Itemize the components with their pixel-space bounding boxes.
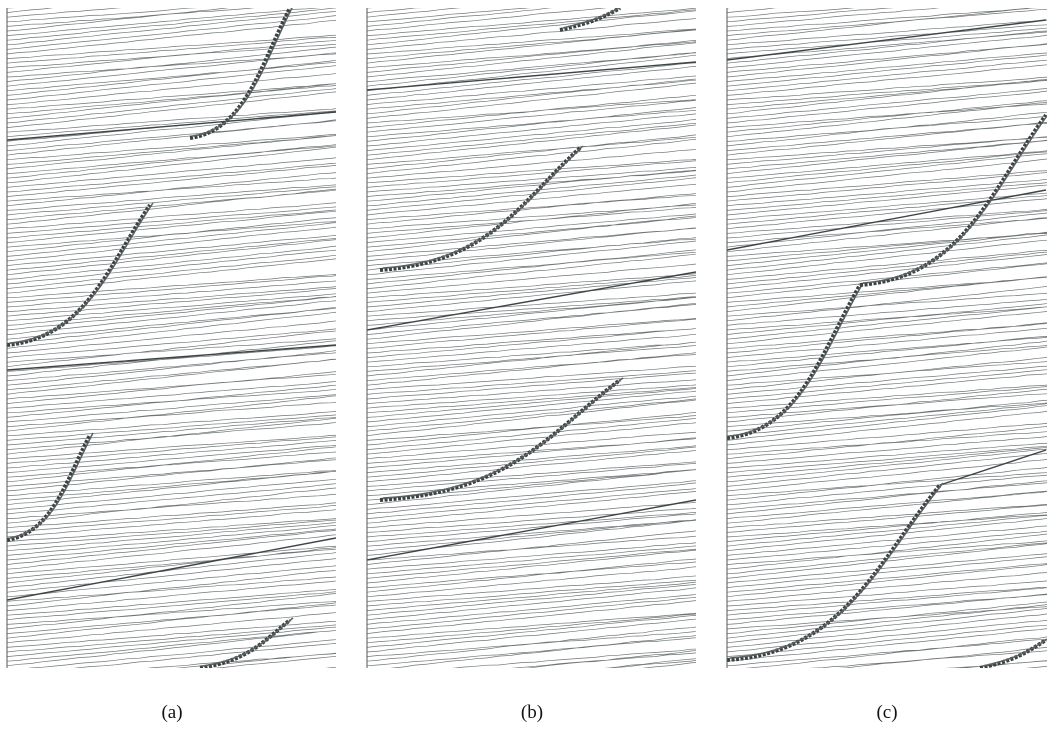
panel-label: (a) bbox=[161, 702, 182, 723]
reflector bbox=[367, 271, 696, 331]
event-curve bbox=[382, 377, 624, 499]
reflector bbox=[7, 537, 336, 601]
event-curve bbox=[192, 8, 293, 137]
reflector bbox=[367, 61, 696, 91]
reflector bbox=[367, 499, 696, 561]
event-curve bbox=[862, 114, 1047, 284]
panel-label: (b) bbox=[521, 702, 543, 723]
reflector bbox=[7, 111, 336, 141]
reflector bbox=[7, 344, 336, 371]
event-curve bbox=[982, 638, 1047, 667]
event-curve bbox=[729, 282, 864, 437]
trace-panel bbox=[367, 8, 696, 668]
event-curve bbox=[562, 8, 621, 29]
traces bbox=[367, 8, 696, 668]
event-curve bbox=[199, 618, 292, 668]
reflector bbox=[727, 19, 1047, 61]
reflector bbox=[939, 449, 1047, 486]
event-curve bbox=[202, 617, 294, 667]
event-curve bbox=[7, 203, 152, 347]
panel-label: (c) bbox=[876, 702, 897, 723]
traces bbox=[7, 8, 336, 668]
panel-background bbox=[367, 8, 696, 668]
trace-panel bbox=[727, 8, 1047, 668]
event-curve bbox=[9, 432, 94, 539]
event-curve bbox=[859, 113, 1047, 287]
event-curve bbox=[382, 145, 584, 269]
event-curve bbox=[727, 483, 942, 662]
event-curve bbox=[729, 482, 944, 659]
traces bbox=[727, 8, 1047, 668]
trace-panel bbox=[7, 8, 336, 668]
reflector bbox=[727, 189, 1047, 251]
event-curve bbox=[9, 202, 154, 344]
event-curve bbox=[727, 283, 862, 440]
